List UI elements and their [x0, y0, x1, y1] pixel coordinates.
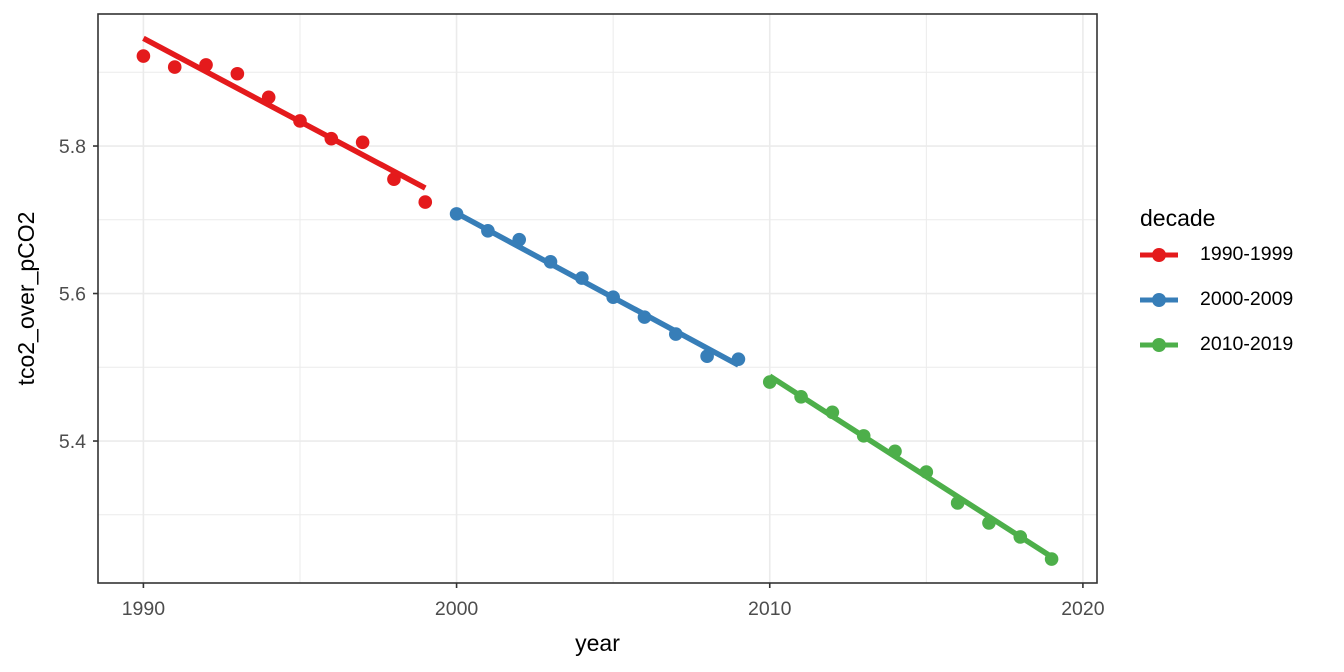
x-tick-label: 2010 [748, 598, 792, 620]
data-point [136, 49, 151, 63]
legend-title: decade [1140, 205, 1216, 231]
y-tick-label: 5.4 [59, 431, 86, 453]
gridlines [98, 14, 1097, 583]
legend: decade 1990-1999 2000-2009 2010-2019 [1140, 204, 1293, 367]
legend-item: 2010-2019 [1140, 322, 1293, 367]
legend-item-label: 2010-2019 [1200, 333, 1294, 355]
legend-key-line-point-icon [1140, 292, 1178, 307]
x-tick-label: 1990 [122, 598, 166, 620]
legend-item-label: 1990-1999 [1200, 243, 1294, 265]
data-point [167, 60, 182, 74]
y-tick-label: 5.6 [59, 284, 86, 306]
y-tick-label: 5.8 [59, 136, 86, 158]
series-points-1990-1999 [136, 49, 433, 209]
data-point [230, 66, 245, 81]
data-point [418, 195, 433, 209]
x-tick-label: 2020 [1061, 598, 1105, 620]
plot-panel [98, 14, 1097, 583]
axes: 1990 2000 2010 2020 5.4 5.6 5.8 [59, 136, 1105, 620]
trend-line-2000-2009 [455, 210, 740, 368]
legend-item: 1990-1999 [1140, 232, 1293, 277]
x-tick-label: 2000 [435, 598, 479, 620]
trend-line-1990-1999 [142, 35, 427, 191]
data-point [355, 135, 370, 150]
legend-item: 2000-2009 [1140, 277, 1293, 322]
legend-key-line-point-icon [1140, 247, 1178, 262]
x-axis-title: year [575, 630, 620, 656]
panel-border [97, 13, 1098, 584]
legend-key-line-point-icon [1140, 337, 1178, 352]
y-axis-title: tco2_over_pCO2 [13, 212, 39, 386]
trend-line-2010-2019 [768, 373, 1054, 560]
legend-item-label: 2000-2009 [1200, 288, 1294, 310]
